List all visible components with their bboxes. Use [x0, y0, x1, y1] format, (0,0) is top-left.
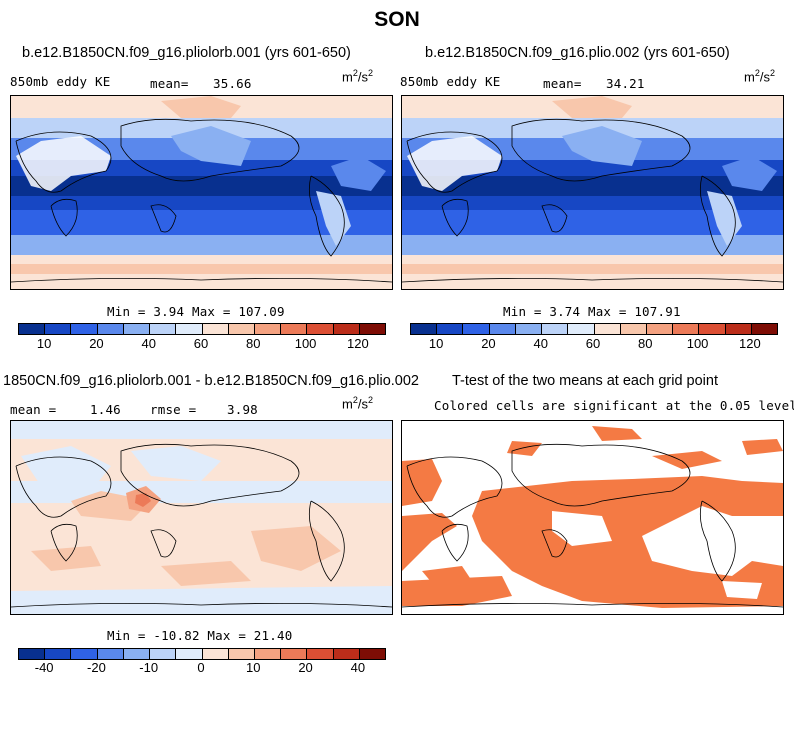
panel1-field-svg	[11, 96, 392, 289]
colorbar-swatch	[725, 324, 752, 334]
colorbar-swatch	[176, 324, 203, 334]
colorbar-swatch	[489, 324, 516, 334]
colorbar-tick-label: 10	[36, 336, 52, 351]
colorbar-tick-label: -10	[139, 660, 159, 675]
panel1-minmax: Min = 3.94 Max = 107.09	[107, 304, 285, 319]
colorbar-swatch	[542, 324, 569, 334]
panel2-mean-label: mean=	[543, 76, 582, 91]
panel2-map	[401, 95, 784, 290]
colorbar-swatch	[97, 324, 124, 334]
colorbar-swatch	[254, 324, 282, 334]
colorbar-tick-label: 120	[738, 336, 761, 351]
colorbar-swatch	[437, 324, 464, 334]
colorbar-swatch	[463, 324, 490, 334]
colorbar-swatch	[202, 649, 229, 659]
colorbar-swatch	[254, 649, 282, 659]
colorbar-swatch	[281, 324, 308, 334]
colorbar-swatch	[699, 324, 726, 334]
colorbar-swatch	[594, 324, 621, 334]
colorbar-swatch	[150, 324, 177, 334]
colorbar-tick-label: 60	[193, 336, 209, 351]
colorbar-tick-label: 10	[246, 660, 261, 675]
colorbar-swatch	[307, 324, 334, 334]
colorbar-tick-label: 80	[638, 336, 653, 351]
colorbar-tick-label: 20	[89, 336, 104, 351]
colorbar-swatch	[71, 324, 98, 334]
panel1-colorbar	[18, 323, 386, 335]
panel2-minmax: Min = 3.74 Max = 107.91	[503, 304, 681, 319]
colorbar-swatch	[123, 649, 151, 659]
colorbar-swatch	[97, 649, 124, 659]
colorbar-swatch	[71, 649, 98, 659]
colorbar-swatch	[751, 324, 778, 334]
panel1-colorbar-ticks: 10 20 40 60 80 100 120	[18, 336, 384, 352]
panel1-map	[10, 95, 393, 290]
colorbar-swatch	[568, 324, 595, 334]
panel1-variable-label: 850mb eddy KE	[10, 74, 111, 89]
panel4-subtitle: Colored cells are significant at the 0.0…	[434, 398, 794, 413]
colorbar-tick-label: 20	[298, 660, 313, 675]
colorbar-swatch	[620, 324, 647, 334]
colorbar-tick-label: 0	[197, 660, 205, 675]
colorbar-tick-label: 40	[350, 660, 366, 675]
colorbar-swatch	[176, 649, 203, 659]
colorbar-swatch	[228, 324, 255, 334]
colorbar-swatch	[307, 649, 334, 659]
colorbar-swatch	[45, 324, 72, 334]
panel3-units: m2/s2	[342, 395, 373, 412]
panel3-colorbar-ticks: -40 -20 -10 0 10 20 40	[18, 660, 384, 676]
panel2-mean-value: 34.21	[606, 76, 645, 91]
colorbar-swatch	[45, 649, 72, 659]
panel2-colorbar-ticks: 10 20 40 60 80 100 120	[410, 336, 776, 352]
panel1-mean-value: 35.66	[213, 76, 252, 91]
colorbar-swatch	[359, 324, 386, 334]
panel3-mean-label: mean =	[10, 402, 57, 417]
colorbar-swatch	[202, 324, 229, 334]
colorbar-tick-label: -40	[34, 660, 54, 675]
colorbar-tick-label: 100	[294, 336, 317, 351]
colorbar-tick-label: 80	[246, 336, 261, 351]
colorbar-swatch	[281, 649, 308, 659]
colorbar-swatch	[123, 324, 151, 334]
panel3-mean-value: 1.46	[90, 402, 121, 417]
colorbar-tick-label: -20	[87, 660, 106, 675]
colorbar-tick-label: 20	[481, 336, 496, 351]
panel3-rmse-label: rmse =	[150, 402, 197, 417]
colorbar-tick-label: 40	[141, 336, 156, 351]
colorbar-swatch	[515, 324, 543, 334]
panel1-title: b.e12.B1850CN.f09_g16.pliolorb.001 (yrs …	[22, 45, 351, 61]
colorbar-swatch	[673, 324, 700, 334]
panel3-map	[10, 420, 393, 615]
panel4-field-svg	[402, 421, 783, 614]
page-title: SON	[374, 8, 420, 31]
colorbar-swatch	[19, 324, 46, 334]
panel1-mean-label: mean=	[150, 76, 189, 91]
panel3-title: 1850CN.f09_g16.pliolorb.001 - b.e12.B185…	[3, 373, 419, 389]
colorbar-swatch	[228, 649, 255, 659]
panel3-colorbar	[18, 648, 386, 660]
panel3-rmse-value: 3.98	[227, 402, 258, 417]
panel3-minmax: Min = -10.82 Max = 21.40	[107, 628, 293, 643]
colorbar-swatch	[333, 324, 360, 334]
colorbar-swatch	[19, 649, 46, 659]
panel3-field-svg	[11, 421, 392, 614]
colorbar-swatch	[150, 649, 177, 659]
colorbar-tick-label: 60	[585, 336, 601, 351]
colorbar-tick-label: 100	[686, 336, 709, 351]
colorbar-swatch	[333, 649, 360, 659]
colorbar-swatch	[411, 324, 438, 334]
colorbar-tick-label: 10	[428, 336, 444, 351]
colorbar-swatch	[646, 324, 674, 334]
panel2-units: m2/s2	[744, 68, 775, 85]
panel2-variable-label: 850mb eddy KE	[400, 74, 501, 89]
colorbar-tick-label: 120	[346, 336, 369, 351]
panel2-field-svg	[402, 96, 783, 289]
panel4-title: T-test of the two means at each grid poi…	[452, 373, 718, 389]
panel4-map	[401, 420, 784, 615]
panel2-title: b.e12.B1850CN.f09_g16.plio.002 (yrs 601-…	[425, 45, 730, 61]
panel1-units: m2/s2	[342, 68, 373, 85]
panel2-colorbar	[410, 323, 778, 335]
colorbar-swatch	[359, 649, 386, 659]
colorbar-tick-label: 40	[533, 336, 548, 351]
